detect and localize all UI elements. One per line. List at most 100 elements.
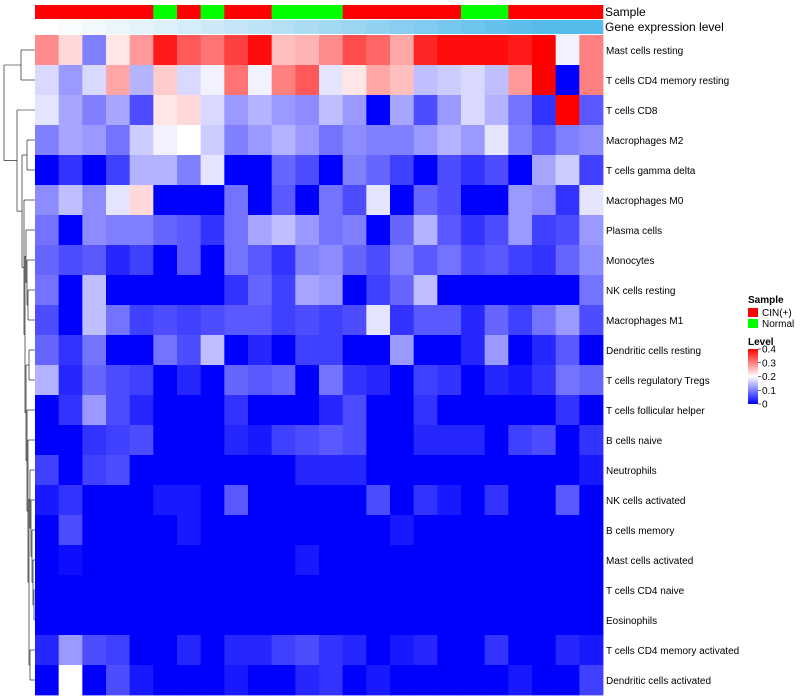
gene-expression-annotation-cell bbox=[200, 20, 225, 34]
heatmap-cell bbox=[82, 395, 107, 426]
heatmap-cell bbox=[200, 185, 225, 216]
heatmap-cell bbox=[342, 185, 367, 216]
heatmap-cell bbox=[390, 335, 415, 366]
heatmap-cell bbox=[58, 455, 83, 486]
heatmap-cell bbox=[437, 395, 462, 426]
heatmap-cell bbox=[342, 275, 367, 306]
heatmap-cell bbox=[224, 65, 249, 96]
heatmap-cell bbox=[129, 35, 154, 66]
heatmap-cell bbox=[437, 245, 462, 276]
heatmap-cell bbox=[200, 335, 225, 366]
row-label: T cells CD4 memory activated bbox=[606, 646, 739, 657]
heatmap-cell bbox=[271, 485, 296, 516]
heatmap-cell bbox=[106, 305, 131, 336]
heatmap-cells bbox=[35, 35, 604, 696]
sample-annotation-cell bbox=[390, 5, 414, 19]
heatmap-cell bbox=[508, 425, 533, 456]
heatmap-cell bbox=[35, 395, 60, 426]
legend-sample: Sample CIN(+) Normal bbox=[748, 295, 794, 330]
heatmap-cell bbox=[200, 635, 225, 666]
heatmap-cell bbox=[461, 125, 486, 156]
heatmap-cell bbox=[461, 185, 486, 216]
heatmap-cell bbox=[295, 425, 320, 456]
heatmap-cell bbox=[58, 485, 83, 516]
heatmap-cell bbox=[82, 365, 107, 396]
heatmap-cell bbox=[224, 215, 249, 246]
row-label: T cells CD4 naive bbox=[606, 586, 685, 597]
heatmap-cell bbox=[129, 635, 154, 666]
heatmap-cell bbox=[153, 95, 178, 126]
heatmap-cell bbox=[129, 425, 154, 456]
heatmap-cell bbox=[200, 365, 225, 396]
heatmap-cell bbox=[177, 425, 202, 456]
heatmap-cell bbox=[248, 395, 273, 426]
heatmap-cell bbox=[248, 485, 273, 516]
heatmap-cell bbox=[153, 545, 178, 576]
heatmap-cell bbox=[319, 485, 344, 516]
heatmap-cell bbox=[200, 665, 225, 696]
heatmap-cell bbox=[437, 485, 462, 516]
heatmap-cell bbox=[555, 65, 580, 96]
heatmap-cell bbox=[484, 305, 509, 336]
sample-annotation-cell bbox=[35, 5, 59, 19]
heatmap-cell bbox=[319, 275, 344, 306]
heatmap-cell bbox=[366, 65, 391, 96]
heatmap-cell bbox=[437, 425, 462, 456]
heatmap-cell bbox=[508, 395, 533, 426]
heatmap-cell bbox=[532, 635, 557, 666]
heatmap-cell bbox=[319, 635, 344, 666]
sample-annotation-cell bbox=[295, 5, 320, 19]
heatmap-cell bbox=[200, 545, 225, 576]
heatmap-cell bbox=[35, 335, 60, 366]
gene-expression-annotation-cell bbox=[484, 20, 509, 34]
heatmap-cell bbox=[248, 545, 273, 576]
heatmap-cell bbox=[484, 95, 509, 126]
heatmap-cell bbox=[437, 605, 462, 636]
heatmap-cell bbox=[319, 65, 344, 96]
row-label: Macrophages M1 bbox=[606, 316, 684, 327]
heatmap-cell bbox=[413, 335, 438, 366]
sample-annotation-cell bbox=[129, 5, 154, 19]
heatmap-cell bbox=[177, 455, 202, 486]
heatmap-cell bbox=[82, 425, 107, 456]
heatmap-cell bbox=[82, 455, 107, 486]
heatmap-cell bbox=[129, 185, 154, 216]
heatmap-cell bbox=[177, 635, 202, 666]
heatmap-cell bbox=[484, 185, 509, 216]
heatmap-cell bbox=[390, 155, 415, 186]
legend-level-title: Level bbox=[748, 337, 774, 348]
heatmap-cell bbox=[532, 425, 557, 456]
heatmap-cell bbox=[532, 485, 557, 516]
heatmap-cell bbox=[390, 35, 415, 66]
heatmap-cell bbox=[224, 605, 249, 636]
heatmap-cell bbox=[153, 65, 178, 96]
heatmap-cell bbox=[508, 575, 533, 606]
heatmap-cell bbox=[224, 125, 249, 156]
gene-expression-annotation-cell bbox=[82, 20, 107, 34]
heatmap-cell bbox=[319, 335, 344, 366]
heatmap-cell bbox=[532, 665, 557, 696]
legend-sample-swatch-cin bbox=[748, 308, 758, 317]
heatmap-cell bbox=[508, 95, 533, 126]
column-annotation-bars bbox=[35, 5, 604, 34]
heatmap-cell bbox=[532, 335, 557, 366]
heatmap-cell bbox=[177, 275, 202, 306]
heatmap-cell bbox=[319, 305, 344, 336]
heatmap-cell bbox=[82, 125, 107, 156]
heatmap-cell bbox=[555, 125, 580, 156]
heatmap-cell bbox=[129, 575, 154, 606]
heatmap-cell bbox=[342, 365, 367, 396]
heatmap-cell bbox=[200, 395, 225, 426]
heatmap-cell bbox=[82, 155, 107, 186]
heatmap-cell bbox=[532, 65, 557, 96]
heatmap-cell bbox=[82, 275, 107, 306]
heatmap-cell bbox=[532, 575, 557, 606]
legend-sample-label-normal: Normal bbox=[762, 319, 794, 330]
heatmap-cell bbox=[35, 635, 60, 666]
heatmap-cell bbox=[366, 155, 391, 186]
heatmap-cell bbox=[224, 425, 249, 456]
heatmap-cell bbox=[508, 605, 533, 636]
heatmap-cell bbox=[484, 665, 509, 696]
heatmap-cell bbox=[342, 515, 367, 546]
heatmap-cell bbox=[319, 455, 344, 486]
